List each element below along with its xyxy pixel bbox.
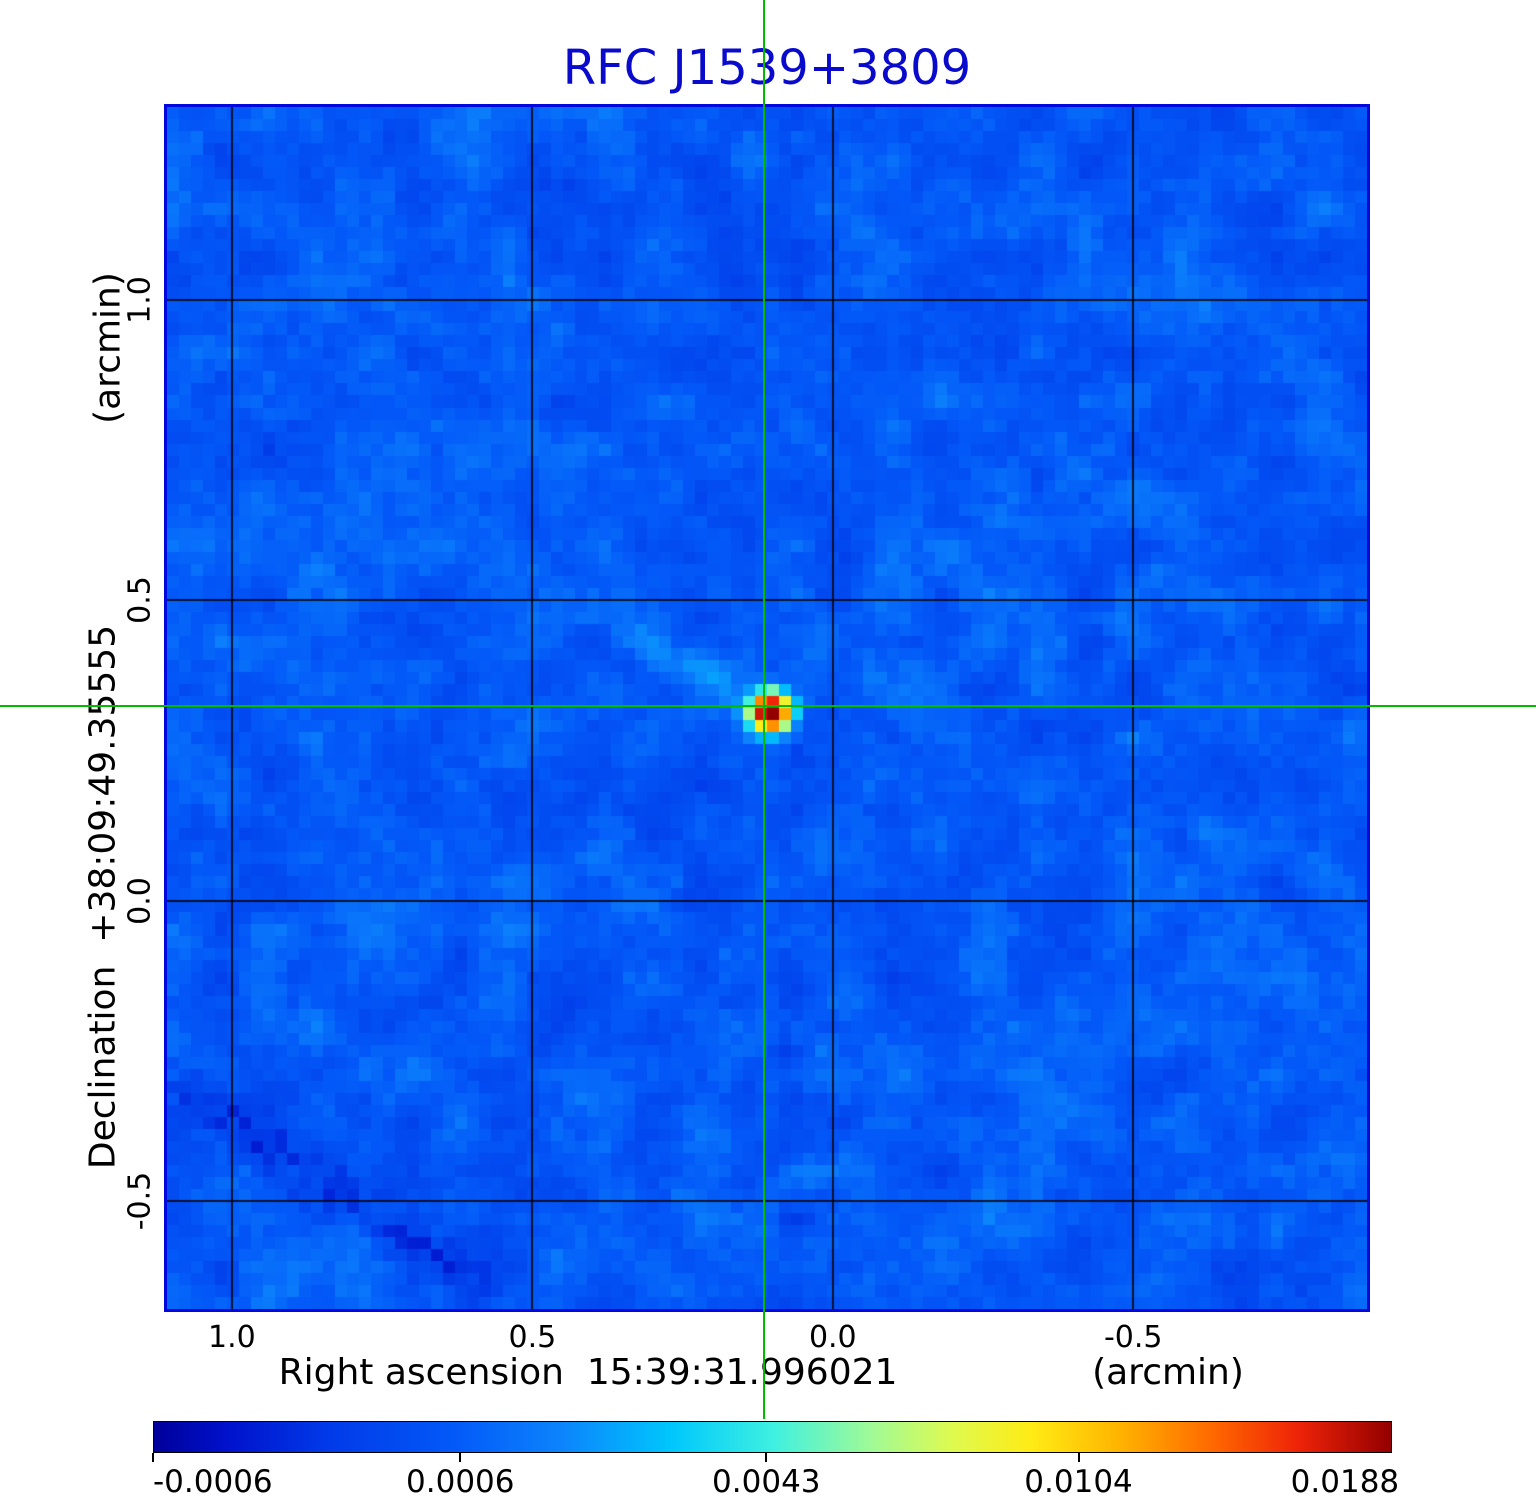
sky-map-canvas (167, 107, 1367, 1309)
x-axis-title: Right ascension 15:39:31.996021 (278, 1352, 898, 1393)
y-tick-label-0.5: 0.5 (122, 576, 158, 625)
colorbar (153, 1421, 1392, 1453)
y-tick-label-0.0: 0.0 (122, 877, 158, 925)
colorbar-label-0.0104: 0.0104 (1024, 1464, 1133, 1500)
y-tick-label--0.5: -0.5 (122, 1172, 158, 1231)
page-title: RFC J1539+3809 (562, 40, 972, 96)
x-tick-label-0.5: 0.5 (508, 1320, 557, 1355)
colorbar-label-0.0043: 0.0043 (712, 1464, 821, 1500)
colorbar-label-0.0006: 0.0006 (406, 1464, 515, 1500)
colorbar-tick-0.0043 (765, 1453, 767, 1462)
colorbar-tick--0.0006 (152, 1453, 154, 1462)
crosshair-horizontal-line (0, 705, 1536, 707)
x-tick-label-0.0: 0.0 (808, 1320, 857, 1355)
x-axis-unit-label: (arcmin) (1092, 1352, 1244, 1393)
crosshair-vertical-line (763, 0, 765, 1419)
colorbar-tick-0.0006 (459, 1453, 461, 1462)
colorbar-label--0.0006: -0.0006 (153, 1464, 273, 1500)
x-tick-label--0.5: -0.5 (1103, 1320, 1163, 1355)
colorbar-label-0.0188: 0.0188 (1290, 1464, 1400, 1500)
x-tick-label-1.0: 1.0 (208, 1320, 256, 1355)
colorbar-tick-0.0104 (1078, 1453, 1080, 1462)
sky-map (164, 104, 1370, 1312)
y-tick-label-1.0: 1.0 (122, 276, 158, 324)
